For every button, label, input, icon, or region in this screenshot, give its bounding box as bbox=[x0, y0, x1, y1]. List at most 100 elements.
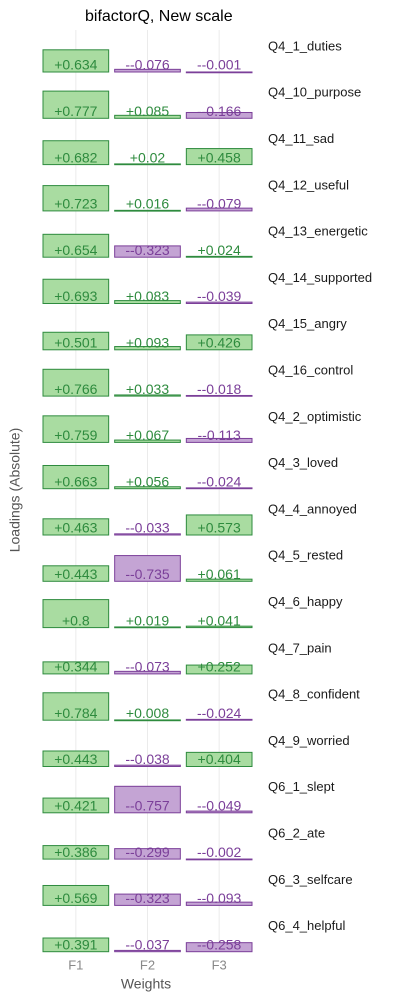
bar bbox=[42, 90, 110, 119]
value-label: +0.759 bbox=[54, 427, 97, 443]
bar bbox=[185, 901, 253, 906]
value-label: --0.076 bbox=[125, 57, 170, 73]
bar bbox=[185, 718, 253, 721]
value-label: --0.079 bbox=[197, 196, 242, 212]
value-label: +0.02 bbox=[130, 149, 166, 165]
value-label: --0.166 bbox=[197, 103, 242, 119]
bar bbox=[42, 692, 110, 721]
bar bbox=[114, 394, 181, 397]
strip-label: Q4_2_optimistic bbox=[268, 409, 362, 424]
value-label: +0.421 bbox=[54, 798, 97, 814]
bar bbox=[185, 394, 253, 397]
bar bbox=[114, 486, 181, 490]
bar bbox=[42, 233, 110, 258]
bar bbox=[42, 750, 110, 767]
strip-label: Q4_9_worried bbox=[268, 733, 350, 748]
value-label: +0.766 bbox=[54, 381, 97, 397]
bar bbox=[42, 518, 110, 536]
value-label: --0.024 bbox=[197, 705, 242, 721]
bar bbox=[42, 599, 110, 629]
bar bbox=[42, 278, 110, 304]
bar bbox=[114, 848, 181, 860]
value-label: +0.682 bbox=[54, 149, 97, 165]
bar bbox=[114, 555, 181, 582]
x-tick-label: F3 bbox=[212, 957, 227, 972]
value-label: +0.663 bbox=[54, 473, 97, 489]
bar bbox=[114, 439, 181, 443]
value-label: --0.299 bbox=[125, 844, 170, 860]
bar bbox=[185, 858, 253, 861]
x-tick-label: F2 bbox=[140, 957, 155, 972]
bar bbox=[185, 625, 253, 629]
value-label: +0.252 bbox=[198, 659, 241, 675]
strip-label: Q4_10_purpose bbox=[268, 85, 361, 100]
value-label: +0.8 bbox=[62, 612, 90, 628]
value-label: --0.323 bbox=[125, 890, 170, 906]
value-label: +0.019 bbox=[126, 612, 169, 628]
value-label: --0.258 bbox=[197, 936, 242, 952]
bar bbox=[42, 464, 110, 490]
strip-label: Q4_15_angry bbox=[268, 316, 347, 331]
value-label: --0.018 bbox=[197, 381, 242, 397]
bar bbox=[114, 209, 181, 212]
value-label: +0.463 bbox=[54, 520, 97, 536]
value-label: --0.113 bbox=[198, 427, 242, 443]
bar bbox=[185, 942, 253, 953]
value-label: +0.784 bbox=[54, 705, 97, 721]
strip-label: Q4_5_rested bbox=[268, 548, 343, 563]
bar bbox=[114, 670, 181, 675]
value-label: --0.002 bbox=[197, 844, 242, 860]
strip-label: Q6_1_slept bbox=[268, 779, 335, 794]
bar bbox=[185, 578, 253, 582]
strip-label: Q6_3_selfcare bbox=[268, 872, 353, 887]
bar bbox=[114, 893, 181, 906]
bar bbox=[185, 255, 253, 258]
value-label: +0.426 bbox=[198, 335, 241, 351]
chart-title: bifactorQ, New scale bbox=[85, 8, 233, 25]
value-label: +0.443 bbox=[54, 566, 97, 582]
bar bbox=[114, 300, 181, 305]
bar bbox=[185, 514, 253, 536]
bar bbox=[185, 334, 253, 351]
bar bbox=[185, 207, 253, 212]
bar bbox=[42, 415, 110, 443]
bar bbox=[185, 437, 253, 443]
value-label: +0.056 bbox=[126, 473, 169, 489]
value-label: --0.735 bbox=[125, 566, 170, 582]
value-label: +0.083 bbox=[126, 288, 169, 304]
value-label: --0.037 bbox=[125, 936, 170, 952]
bar bbox=[114, 626, 181, 629]
value-label: +0.693 bbox=[54, 288, 97, 304]
value-label: +0.777 bbox=[54, 103, 97, 119]
value-label: --0.024 bbox=[197, 473, 242, 489]
value-label: --0.049 bbox=[197, 798, 242, 814]
bar bbox=[42, 661, 110, 675]
bar bbox=[185, 71, 253, 74]
bar bbox=[42, 331, 110, 351]
bar bbox=[114, 949, 181, 953]
strip-label: Q4_6_happy bbox=[268, 594, 343, 609]
bar bbox=[114, 533, 181, 536]
value-label: +0.501 bbox=[54, 335, 97, 351]
bar bbox=[185, 148, 253, 166]
bar bbox=[42, 185, 110, 212]
strip-label: Q4_4_annoyed bbox=[268, 501, 357, 516]
strip-label: Q4_13_energetic bbox=[268, 224, 368, 239]
value-label: +0.573 bbox=[198, 520, 241, 536]
strip-label: Q4_16_control bbox=[268, 363, 353, 378]
strip-label: Q4_11_sad bbox=[268, 131, 334, 146]
bar bbox=[42, 845, 110, 860]
bar bbox=[42, 368, 110, 397]
strip-label: Q4_14_supported bbox=[268, 270, 372, 285]
bar bbox=[42, 565, 110, 582]
y-axis-label: Loadings (Absolute) bbox=[7, 428, 23, 553]
bar bbox=[114, 163, 181, 166]
value-label: +0.391 bbox=[54, 936, 97, 952]
strip-label: Q4_3_loved bbox=[268, 455, 338, 470]
strip-label: Q4_7_pain bbox=[268, 640, 332, 655]
strip-label: Q6_2_ate bbox=[268, 826, 325, 841]
value-label: --0.039 bbox=[197, 288, 242, 304]
value-label: +0.386 bbox=[54, 844, 97, 860]
value-label: +0.569 bbox=[54, 890, 97, 906]
value-label: --0.038 bbox=[125, 751, 170, 767]
